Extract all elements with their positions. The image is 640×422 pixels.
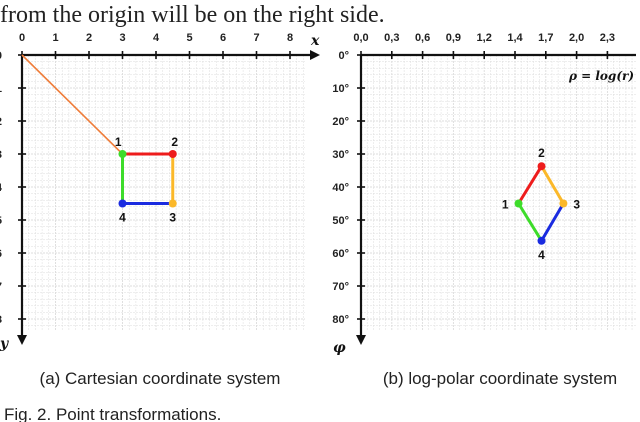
cartesian-y-tick-label: 1 bbox=[0, 83, 2, 95]
cartesian-x-tick-label: 6 bbox=[220, 32, 226, 44]
cartesian-x-arrow bbox=[310, 50, 320, 60]
cartesian-point-label: 2 bbox=[171, 135, 178, 149]
logpolar-y-tick-label: 70° bbox=[332, 281, 349, 293]
logpolar-x-tick-label: 2,3 bbox=[600, 32, 615, 44]
logpolar-caption: (b) log-polar coordinate system bbox=[383, 369, 617, 388]
logpolar-point bbox=[559, 199, 568, 208]
logpolar-marks: 1 2 3 4 bbox=[502, 146, 581, 262]
logpolar-y-axis-label: φ bbox=[333, 340, 346, 356]
origin-ray bbox=[21, 54, 124, 155]
cartesian-x-tick-label: 4 bbox=[153, 32, 160, 44]
logpolar-x-tick-label: 1,2 bbox=[477, 32, 492, 44]
cartesian-point bbox=[168, 150, 177, 158]
logpolar-edge bbox=[517, 165, 543, 205]
cartesian-y-arrow bbox=[17, 335, 27, 345]
cartesian-y-tick-label: 3 bbox=[0, 149, 2, 161]
cartesian-x-tick-label: 2 bbox=[86, 32, 92, 44]
cartesian-x-tick-label: 5 bbox=[186, 32, 192, 44]
logpolar-point bbox=[537, 236, 546, 245]
logpolar-point-label: 3 bbox=[573, 198, 580, 212]
logpolar-edge bbox=[540, 165, 565, 205]
cartesian-x-tick-label: 7 bbox=[253, 32, 259, 44]
logpolar-point-label: 4 bbox=[538, 248, 545, 262]
logpolar-point-label: 2 bbox=[538, 146, 545, 160]
logpolar-point-label: 1 bbox=[502, 198, 509, 212]
logpolar-y-tick-label: 0° bbox=[338, 50, 349, 62]
cartesian-y-axis-label: y bbox=[0, 336, 9, 352]
cartesian-y-tick-label: 8 bbox=[0, 314, 2, 326]
cartesian-y-tick-label: 5 bbox=[0, 215, 2, 227]
logpolar-y-tick-label: 30° bbox=[332, 149, 349, 161]
cartesian-point bbox=[118, 150, 127, 158]
logpolar-x-tick-label: 1,7 bbox=[538, 32, 553, 44]
logpolar-x-tick-label: 0,9 bbox=[446, 32, 461, 44]
cartesian-marks: 1 2 3 4 bbox=[21, 54, 178, 225]
logpolar-ticks: 0,0 0,3 0,6 0,9 1,2 1,4 1,7 2,0 2,3 0° 10° 20° 30° 40… bbox=[332, 32, 615, 326]
logpolar-y-tick-label: 10° bbox=[332, 83, 349, 95]
top-text: from the origin will be on the right sid… bbox=[0, 2, 385, 28]
cartesian-point bbox=[118, 199, 127, 208]
cartesian-point-label: 4 bbox=[119, 211, 126, 225]
logpolar-x-tick-label: 0,0 bbox=[353, 32, 368, 44]
cartesian-y-tick-label: 4 bbox=[0, 182, 3, 194]
cartesian-point-label: 1 bbox=[115, 135, 122, 149]
logpolar-x-tick-label: 0,3 bbox=[384, 32, 399, 44]
logpolar-edge bbox=[540, 202, 565, 242]
logpolar-panel: 0,0 0,3 0,6 0,9 1,2 1,4 1,7 2,0 2,3 0° 10° 20° 30° 40… bbox=[332, 32, 636, 388]
cartesian-x-tick-label: 8 bbox=[287, 32, 293, 44]
logpolar-y-tick-label: 50° bbox=[332, 215, 349, 227]
cartesian-panel: 0 1 2 3 4 5 6 7 8 0 1 2 3 4 5 6 7 8 x y 1 2 3 4 (a) Cartesia… bbox=[0, 32, 320, 388]
cartesian-point bbox=[168, 199, 177, 208]
cartesian-y-tick-label: 0 bbox=[0, 50, 2, 62]
cartesian-caption: (a) Cartesian coordinate system bbox=[40, 369, 281, 388]
cartesian-y-tick-label: 2 bbox=[0, 116, 2, 128]
logpolar-point bbox=[514, 199, 523, 208]
logpolar-x-tick-label: 1,4 bbox=[507, 32, 523, 44]
logpolar-y-tick-label: 60° bbox=[332, 248, 349, 260]
logpolar-y-tick-label: 80° bbox=[332, 314, 349, 326]
cartesian-x-tick-label: 3 bbox=[119, 32, 125, 44]
figure-caption: Fig. 2. Point transformations. bbox=[4, 405, 221, 422]
logpolar-y-tick-label: 40° bbox=[332, 182, 349, 194]
logpolar-x-tick-label: 0,6 bbox=[415, 32, 430, 44]
logpolar-y-tick-label: 20° bbox=[332, 116, 349, 128]
logpolar-point bbox=[537, 162, 546, 171]
logpolar-grid bbox=[360, 54, 636, 330]
cartesian-y-tick-label: 6 bbox=[0, 248, 2, 260]
cartesian-x-tick-label: 1 bbox=[52, 32, 58, 44]
cartesian-x-tick-label: 0 bbox=[19, 32, 25, 44]
logpolar-y-arrow bbox=[356, 335, 366, 345]
cartesian-y-tick-label: 7 bbox=[0, 281, 2, 293]
logpolar-edge bbox=[517, 202, 543, 242]
cartesian-x-axis-label: x bbox=[310, 33, 320, 49]
cartesian-point-label: 3 bbox=[169, 211, 176, 225]
logpolar-formula: ρ = log(r) bbox=[568, 69, 634, 83]
logpolar-x-tick-label: 2,0 bbox=[569, 32, 584, 44]
